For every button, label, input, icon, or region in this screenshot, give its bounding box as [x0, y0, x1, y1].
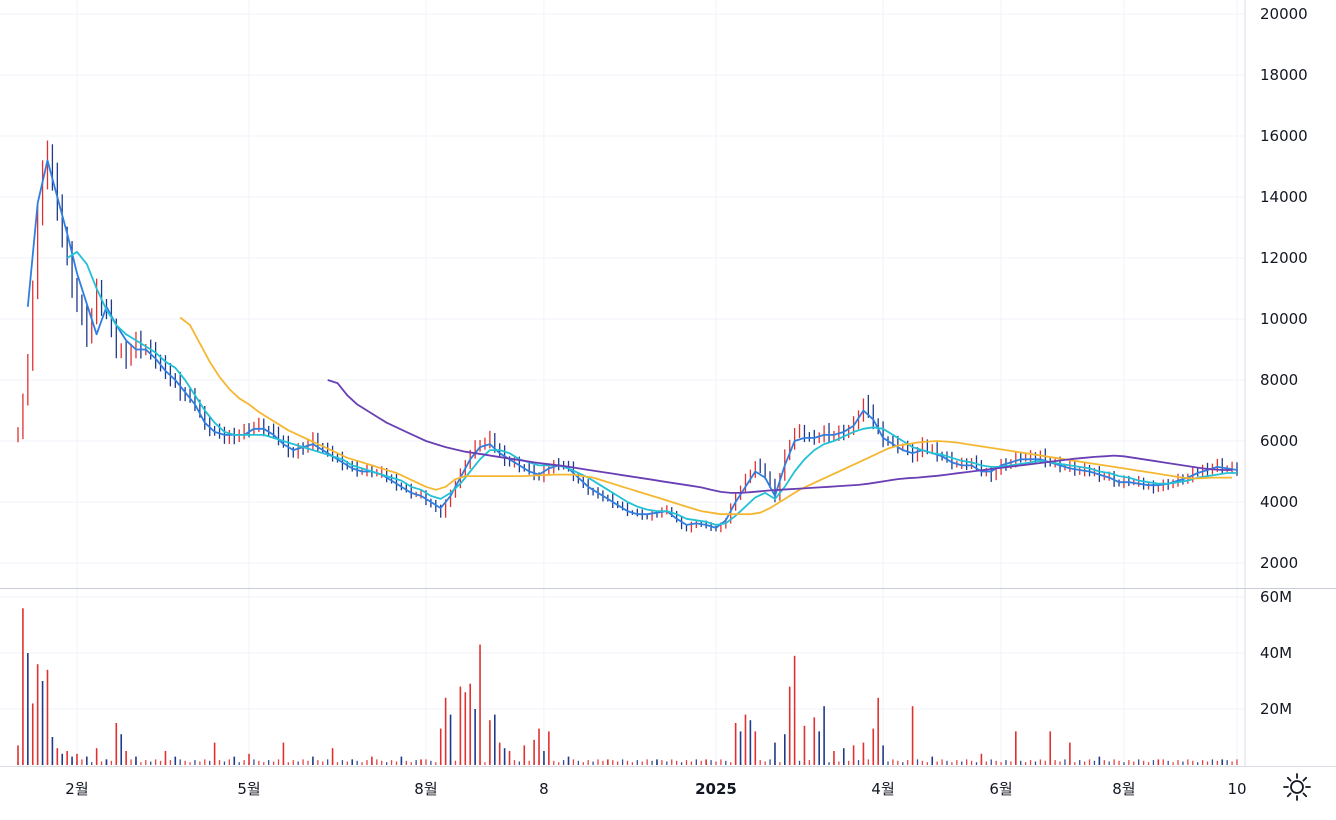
time-tick-label: 6월: [989, 780, 1012, 798]
price-tick-label: 6000: [1260, 432, 1298, 450]
volume-tick-label: 40M: [1260, 644, 1292, 662]
price-tick-label: 20000: [1260, 5, 1308, 23]
time-tick-label: 8월: [414, 780, 437, 798]
price-tick-label: 12000: [1260, 249, 1308, 267]
ma-slow-line: [179, 316, 1233, 516]
ma-long-line: [327, 379, 1233, 494]
ma-fast-line: [26, 159, 1238, 529]
volume-axis[interactable]: 20M 40M 60M: [1260, 588, 1292, 718]
settings-button[interactable]: [1280, 770, 1314, 804]
price-tick-label: 16000: [1260, 127, 1308, 145]
price-candles: [17, 140, 1238, 533]
time-tick-label: 8: [539, 780, 549, 798]
time-tick-label: 4월: [871, 780, 894, 798]
price-tick-label: 2000: [1260, 554, 1298, 572]
price-tick-label: 14000: [1260, 188, 1308, 206]
price-tick-label: 4000: [1260, 493, 1298, 511]
price-tick-label: 8000: [1260, 371, 1298, 389]
ma-mid-line: [66, 251, 1237, 526]
price-tick-label: 10000: [1260, 310, 1308, 328]
price-tick-label: 18000: [1260, 66, 1308, 84]
settings-icon: [1283, 773, 1311, 801]
moving-average-lines: [26, 159, 1238, 529]
time-tick-label: 5월: [237, 780, 260, 798]
time-axis[interactable]: 2월 5월 8월 8 2025 4월 6월 8월 10: [65, 780, 1246, 798]
time-tick-label: 10: [1227, 780, 1246, 798]
time-tick-label: 2025: [695, 780, 737, 798]
time-tick-label: 8월: [1112, 780, 1135, 798]
price-axis[interactable]: 2000 4000 6000 8000 10000 12000 14000 16000 1800…: [1260, 5, 1308, 572]
grid-layer: [0, 0, 1245, 766]
volume-tick-label: 20M: [1260, 700, 1292, 718]
time-tick-label: 2월: [65, 780, 88, 798]
volume-tick-label: 60M: [1260, 588, 1292, 606]
volume-bars: [17, 608, 1238, 765]
